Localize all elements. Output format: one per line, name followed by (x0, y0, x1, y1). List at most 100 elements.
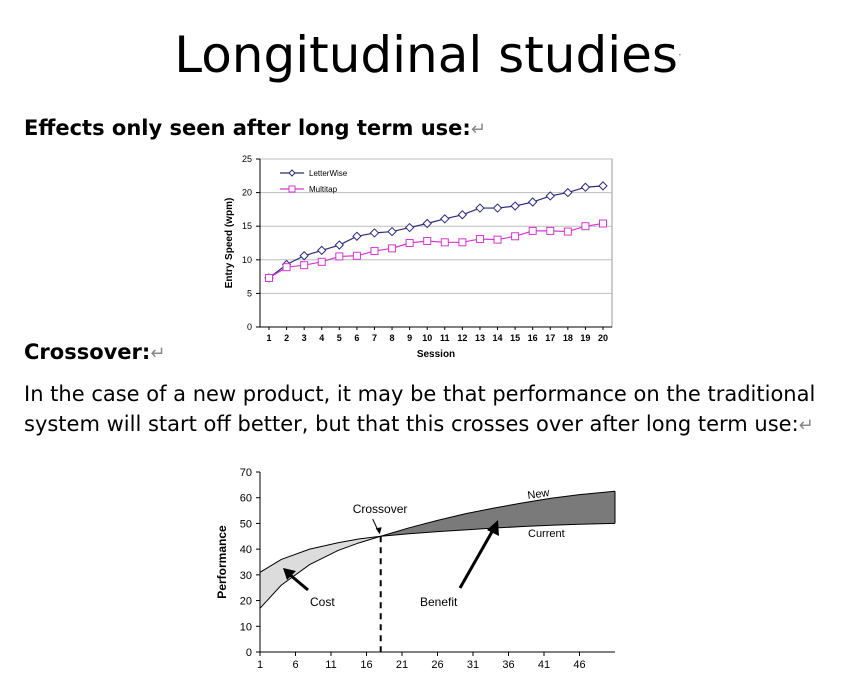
cost-label: Cost (310, 595, 335, 609)
x-tick-label: 3 (302, 333, 307, 343)
data-point-letterwise (334, 240, 345, 250)
return-mark-icon: ↵ (798, 415, 814, 436)
current-label: Current (528, 528, 565, 540)
crossover-arrowhead (375, 527, 382, 535)
y-tick-label: 50 (240, 518, 252, 530)
data-point-multitap (352, 251, 361, 260)
y-tick-label: 10 (242, 255, 252, 265)
cost-arrow (288, 572, 309, 592)
data-point-multitap (370, 247, 379, 256)
slide-title-text: Longitudinal studies (174, 26, 678, 84)
x-tick-label: 7 (372, 333, 377, 343)
x-tick-label: 18 (563, 333, 573, 343)
x-tick-label: 1 (266, 333, 271, 343)
x-tick-label: 1 (257, 659, 263, 671)
y-axis-label: Entry Speed (wpm) (224, 198, 235, 289)
y-tick-label: 20 (240, 596, 252, 608)
x-tick-label: 5 (337, 333, 342, 343)
crossover-label: Crossover (353, 502, 408, 516)
plot-area (259, 158, 613, 328)
x-tick-label: 21 (396, 659, 408, 671)
legend-label: LetterWise (309, 169, 348, 178)
x-tick-label: 16 (528, 333, 538, 343)
x-tick-label: 10 (422, 333, 432, 343)
y-tick-label: 60 (240, 493, 252, 505)
data-point-multitap (599, 219, 607, 228)
data-point-letterwise (299, 251, 309, 261)
x-tick-label: 13 (475, 333, 485, 343)
data-point-letterwise (457, 210, 468, 220)
data-point-letterwise (440, 214, 450, 224)
cost-arrowhead (283, 568, 296, 580)
curve-new (259, 490, 616, 609)
y-axis-label: Performance (215, 525, 229, 599)
x-tick-label: 31 (467, 659, 479, 671)
data-point-multitap (335, 252, 344, 261)
data-point-multitap (405, 239, 414, 247)
return-mark-icon: ↵ (470, 119, 486, 140)
heading-crossover: Crossover:↵ (24, 340, 165, 364)
x-tick-label: 17 (545, 333, 555, 343)
data-point-multitap (546, 226, 555, 235)
y-tick-label: 10 (240, 621, 252, 633)
data-point-multitap (317, 257, 326, 266)
x-tick-label: 41 (538, 659, 550, 671)
data-point-multitap (282, 263, 291, 272)
x-tick-label: 8 (390, 333, 395, 343)
data-point-multitap (423, 236, 432, 245)
data-point-multitap (581, 222, 590, 231)
benefit-arrow (458, 529, 495, 589)
x-tick-label: 46 (573, 659, 585, 671)
y-tick-label: 30 (240, 570, 252, 582)
data-point-multitap (493, 235, 502, 244)
legend-label: Multitap (309, 185, 338, 194)
heading-effects: Effects only seen after long term use:↵ (24, 116, 486, 140)
data-point-multitap (440, 238, 449, 247)
y-tick-label: 40 (240, 544, 252, 556)
data-point-letterwise (475, 203, 485, 213)
slide-title: Longitudinal studies· (0, 24, 856, 86)
heading-effects-text: Effects only seen after long term use: (24, 116, 471, 140)
data-point-multitap (528, 226, 537, 235)
title-end-mark: · (677, 48, 682, 62)
data-point-letterwise (492, 203, 503, 213)
x-tick-label: 36 (502, 659, 514, 671)
x-tick-label: 26 (431, 659, 443, 671)
legend-marker (288, 185, 296, 193)
x-tick-label: 4 (319, 333, 324, 343)
y-tick-label: 25 (242, 154, 252, 164)
data-point-multitap (388, 244, 397, 253)
data-point-letterwise (580, 182, 591, 192)
new-label: New (527, 487, 551, 502)
y-tick-label: 0 (247, 322, 252, 332)
x-tick-label: 20 (598, 333, 608, 343)
benefit-arrowhead (487, 520, 499, 536)
y-tick-label: 0 (246, 647, 252, 659)
x-tick-label: 6 (292, 659, 298, 671)
x-axis-label: Session (417, 349, 455, 360)
cost-region (260, 536, 381, 609)
data-point-letterwise (598, 181, 608, 191)
x-tick-label: 2 (284, 333, 289, 343)
x-tick-label: 19 (580, 333, 590, 343)
x-tick-label: 12 (457, 333, 467, 343)
x-tick-label: 6 (354, 333, 359, 343)
x-tick-label: 16 (360, 659, 372, 671)
x-tick-label: 11 (440, 333, 450, 343)
data-point-multitap (265, 273, 273, 282)
x-tick-label: 11 (325, 659, 336, 671)
data-point-letterwise (527, 197, 538, 207)
y-tick-label: 15 (242, 221, 252, 231)
return-mark-icon: ↵ (150, 343, 166, 364)
data-point-letterwise (352, 231, 362, 241)
data-point-letterwise (369, 228, 380, 238)
x-tick-label: 9 (407, 333, 412, 343)
data-point-multitap (300, 261, 309, 270)
data-point-letterwise (317, 245, 327, 256)
y-tick-label: 5 (247, 288, 252, 298)
data-point-letterwise (545, 191, 555, 201)
curve-current (259, 522, 616, 573)
y-tick-label: 70 (240, 467, 252, 479)
data-point-multitap (458, 238, 467, 247)
